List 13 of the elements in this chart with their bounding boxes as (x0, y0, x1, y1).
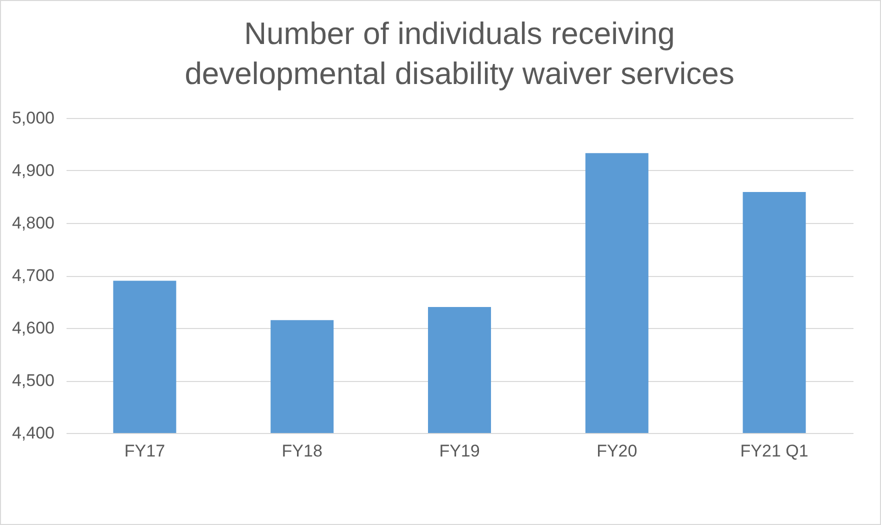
y-tick-label: 4,600 (12, 318, 54, 338)
x-tick-label: FY20 (596, 442, 638, 460)
y-tick-label: 5,000 (12, 108, 54, 128)
y-tick-label: 4,500 (12, 371, 54, 390)
x-tick-label: FY21 Q1 (740, 442, 808, 460)
y-tick-label: 4,400 (12, 424, 54, 442)
y-tick-label: 4,800 (12, 214, 54, 232)
y-tick-label: 4,700 (12, 266, 54, 285)
x-tick-label: FY17 (124, 442, 166, 460)
x-tick-label: FY18 (282, 442, 322, 460)
y-tick-label: 4,900 (12, 161, 54, 180)
chart-title: Number of individuals receiving developmental disability waiver services (184, 16, 734, 91)
x-tick-label: FY19 (439, 442, 480, 460)
